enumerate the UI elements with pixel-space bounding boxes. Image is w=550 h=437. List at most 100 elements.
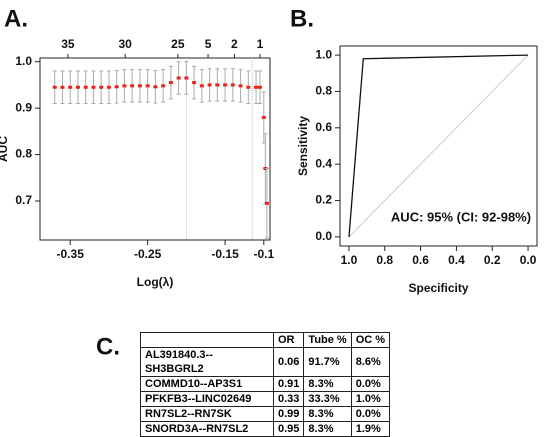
point — [68, 85, 73, 89]
point — [137, 84, 142, 88]
point — [184, 76, 189, 80]
table-cell: 1.9% — [350, 421, 391, 437]
y-axis-label: Sensitivity — [296, 116, 310, 176]
table-cell: 33.3% — [303, 391, 352, 407]
point — [106, 85, 111, 89]
table-cell: 8.3% — [303, 406, 352, 422]
y-tick-label: 0.8 — [315, 84, 332, 98]
table-cell: COMMD10--AP3S1 — [140, 376, 274, 392]
table-row: SNORD3A--RN7SL2 0.95 8.3% 1.9% — [140, 421, 391, 437]
x-tick-label: -0.25 — [134, 247, 162, 261]
table-cell: 0.0% — [350, 376, 391, 392]
x-tick-label: 0.6 — [412, 253, 429, 267]
point — [246, 85, 251, 89]
point — [238, 84, 243, 88]
x-tick-label: 1.0 — [341, 253, 358, 267]
y-tick-label: 0.9 — [15, 100, 32, 114]
plot-frame — [339, 45, 538, 247]
x-axis-label: Log(λ) — [137, 275, 174, 289]
y-tick-label: 1.0 — [15, 54, 32, 68]
point — [130, 84, 135, 88]
y-tick-label: 0.8 — [15, 147, 32, 161]
table-row: PFKFB3--LINC02649 0.33 33.3% 1.0% — [140, 391, 391, 407]
table-cell: 91.7% — [303, 347, 352, 377]
panel-label: A. — [4, 5, 28, 32]
x-tick-label: 0.4 — [448, 253, 465, 267]
x-tick-label: 0.8 — [376, 253, 393, 267]
header-cell: Tube % — [303, 332, 352, 348]
x-tick-label: -0.15 — [211, 247, 239, 261]
table-cell: 8.6% — [350, 347, 391, 377]
table-cell: SNORD3A--RN7SL2 — [140, 421, 274, 437]
point — [122, 84, 127, 88]
point — [176, 76, 181, 80]
point — [99, 85, 104, 89]
point — [192, 81, 197, 85]
x-tick-label: 0.0 — [520, 253, 537, 267]
point — [114, 85, 119, 89]
point — [52, 85, 57, 89]
point — [199, 84, 204, 88]
point — [91, 85, 96, 89]
header-row: OR Tube % OC % — [140, 332, 391, 348]
table-row: COMMD10--AP3S1 0.91 8.3% 0.0% — [140, 376, 391, 392]
diagonal — [348, 54, 529, 238]
table-cell: 0.33 — [272, 391, 305, 407]
x-tick-label: -0.35 — [57, 247, 85, 261]
point — [264, 201, 269, 205]
point — [75, 85, 80, 89]
top-tick-label: 1 — [257, 37, 264, 51]
table-cell: 8.3% — [303, 376, 352, 392]
point — [60, 85, 65, 89]
x-tick-label: -0.1 — [253, 247, 274, 261]
point — [215, 83, 220, 87]
point — [161, 84, 166, 88]
table-row: RN7SL2--RN7SK 0.99 8.3% 0.0% — [140, 406, 391, 422]
y-tick-label: 1.0 — [315, 47, 332, 61]
y-tick-label: 0.4 — [315, 156, 332, 170]
panel-label: B. — [290, 5, 314, 32]
table-cell: 0.06 — [272, 347, 305, 377]
plot-frame — [39, 57, 271, 241]
x-tick-label: 0.2 — [484, 253, 501, 267]
top-tick-label: 35 — [61, 37, 75, 51]
header-cell: OC % — [350, 332, 391, 348]
annotation: AUC: 95% (CI: 92-98%) — [391, 209, 531, 224]
x-axis-label: Specificity — [408, 281, 468, 295]
point — [207, 83, 212, 87]
point — [168, 81, 173, 85]
top-tick-label: 25 — [171, 37, 185, 51]
table: OR Tube % OC % AL391840.3--SH3BGRL2 0.06 91.7… — [140, 332, 391, 437]
table-cell: 8.3% — [303, 421, 352, 437]
point — [223, 83, 228, 87]
y-tick-label: 0.7 — [15, 193, 32, 207]
point — [257, 85, 262, 89]
table-cell: PFKFB3--LINC02649 — [140, 391, 274, 407]
header-cell: OR — [272, 332, 305, 348]
top-tick-label: 5 — [205, 37, 212, 51]
table-cell: AL391840.3--SH3BGRL2 — [140, 347, 274, 377]
table-cell: 0.95 — [272, 421, 305, 437]
table-cell: 0.99 — [272, 406, 305, 422]
table-cell: 0.0% — [350, 406, 391, 422]
table-cell: 1.0% — [350, 391, 391, 407]
top-tick-label: 30 — [119, 37, 133, 51]
y-tick-label: 0.6 — [315, 120, 332, 134]
point — [230, 83, 235, 87]
header-cell — [140, 332, 274, 348]
table-cell: 0.91 — [272, 376, 305, 392]
y-tick-label: 0.2 — [315, 193, 332, 207]
y-axis-label: AUC — [0, 136, 10, 162]
panel-label: C. — [96, 333, 120, 360]
point — [261, 115, 266, 119]
point — [153, 85, 158, 89]
top-tick-label: 2 — [231, 37, 238, 51]
table-row: AL391840.3--SH3BGRL2 0.06 91.7% 8.6% — [140, 347, 391, 377]
point — [83, 85, 88, 89]
table-cell: RN7SL2--RN7SK — [140, 406, 274, 422]
point — [254, 85, 259, 89]
y-tick-label: 0.0 — [315, 229, 332, 243]
point — [145, 84, 150, 88]
